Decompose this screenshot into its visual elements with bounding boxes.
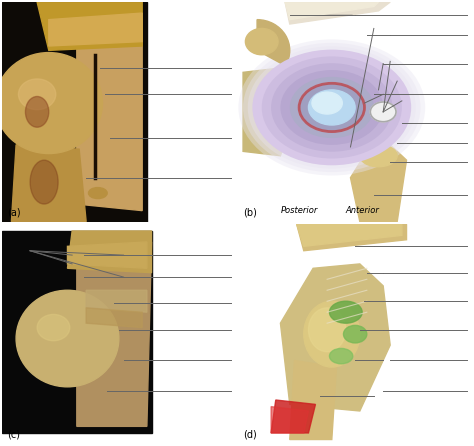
Wedge shape [257, 20, 290, 66]
Polygon shape [271, 407, 309, 433]
Polygon shape [290, 360, 337, 439]
Circle shape [16, 290, 119, 387]
Ellipse shape [290, 77, 374, 138]
Circle shape [0, 53, 102, 153]
Ellipse shape [248, 46, 416, 169]
Ellipse shape [238, 39, 425, 176]
Ellipse shape [329, 301, 362, 323]
Text: (c): (c) [7, 429, 20, 439]
Bar [2, 2, 147, 222]
Polygon shape [281, 264, 390, 411]
Ellipse shape [243, 43, 420, 172]
Text: (a): (a) [7, 207, 20, 217]
Ellipse shape [344, 326, 367, 343]
Text: (d): (d) [243, 429, 257, 439]
Ellipse shape [26, 96, 49, 127]
Polygon shape [11, 145, 86, 222]
Polygon shape [86, 308, 142, 327]
Polygon shape [77, 13, 142, 211]
Ellipse shape [299, 84, 365, 131]
Polygon shape [77, 238, 152, 426]
Polygon shape [285, 2, 390, 24]
Bar [2, 231, 152, 433]
Ellipse shape [370, 102, 396, 122]
Ellipse shape [329, 348, 353, 364]
Ellipse shape [271, 63, 392, 152]
Polygon shape [271, 400, 316, 433]
Ellipse shape [312, 92, 342, 114]
Polygon shape [297, 224, 402, 246]
Polygon shape [297, 224, 407, 251]
Ellipse shape [37, 314, 70, 341]
Polygon shape [37, 2, 142, 50]
Text: Posterior: Posterior [281, 206, 318, 215]
Text: (b): (b) [243, 207, 257, 217]
Ellipse shape [262, 56, 402, 158]
Ellipse shape [252, 50, 411, 165]
Polygon shape [49, 13, 142, 46]
Polygon shape [67, 231, 152, 273]
Ellipse shape [360, 145, 397, 167]
Text: Anterior: Anterior [346, 206, 380, 215]
Polygon shape [243, 68, 294, 156]
Ellipse shape [89, 188, 107, 198]
Ellipse shape [30, 160, 58, 204]
Ellipse shape [281, 70, 383, 145]
Polygon shape [86, 290, 147, 312]
Ellipse shape [309, 308, 346, 352]
Ellipse shape [246, 29, 278, 55]
Polygon shape [285, 2, 379, 20]
Polygon shape [67, 242, 147, 268]
Ellipse shape [18, 79, 56, 110]
Ellipse shape [304, 301, 360, 367]
Ellipse shape [309, 90, 355, 125]
Polygon shape [350, 145, 407, 222]
